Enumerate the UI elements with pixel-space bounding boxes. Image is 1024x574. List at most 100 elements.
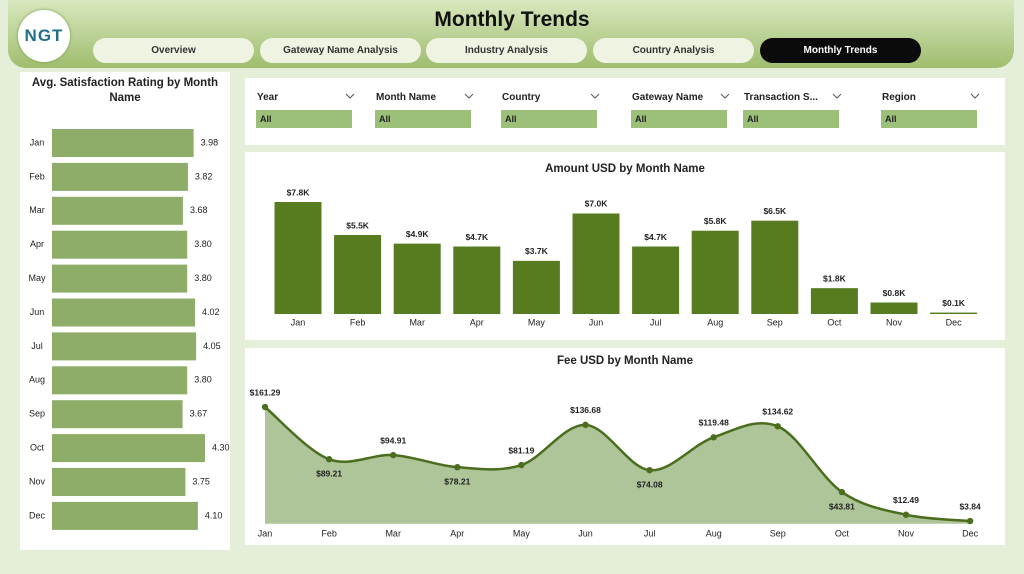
- data-label: $7.8K: [287, 187, 311, 197]
- data-label: $134.62: [762, 407, 793, 417]
- data-label: $7.0K: [585, 199, 609, 209]
- data-label: $5.8K: [704, 216, 728, 226]
- point: [774, 423, 781, 430]
- filter-dropdown[interactable]: All: [256, 110, 352, 128]
- data-label: 3.80: [194, 239, 212, 249]
- filter-label: Month Name: [376, 92, 436, 103]
- data-label: 4.30: [212, 442, 230, 452]
- filter-dropdown[interactable]: All: [881, 110, 977, 128]
- data-label: $0.1K: [942, 298, 966, 308]
- nav-tab[interactable]: Industry Analysis: [426, 38, 587, 63]
- point: [646, 466, 653, 474]
- nav-tab[interactable]: Overview: [93, 38, 254, 63]
- filter-dropdown[interactable]: All: [375, 110, 471, 128]
- chart-title: Avg. Satisfaction Rating by Month Name: [31, 77, 219, 104]
- bar: [52, 230, 188, 259]
- x-tick-label: Dec: [962, 528, 979, 538]
- filter-label: Gateway Name: [632, 92, 704, 103]
- x-tick-label: May: [528, 317, 546, 327]
- data-label: 3.68: [190, 205, 208, 215]
- y-tick-label: Apr: [30, 239, 44, 249]
- data-label: 3.75: [192, 476, 210, 486]
- point: [902, 511, 910, 518]
- data-label: $3.84: [959, 501, 981, 511]
- x-tick-label: Jul: [644, 528, 656, 538]
- point: [454, 463, 461, 471]
- point: [261, 403, 269, 411]
- y-tick-label: Sep: [29, 409, 45, 419]
- data-label: $74.08: [637, 479, 663, 489]
- bar: [274, 202, 322, 314]
- y-tick-label: Jun: [30, 307, 45, 317]
- bar: [52, 264, 188, 293]
- x-tick-label: Oct: [827, 317, 842, 327]
- data-label: $5.5K: [346, 220, 370, 230]
- y-tick-label: Dec: [29, 510, 46, 520]
- bar: [512, 260, 560, 314]
- data-label: $4.7K: [644, 232, 668, 242]
- point: [582, 421, 589, 429]
- data-label: $81.19: [508, 445, 534, 455]
- data-label: $161.29: [250, 387, 281, 397]
- data-label: $4.7K: [465, 232, 489, 242]
- nav-tab[interactable]: Country Analysis: [593, 38, 754, 63]
- bar: [393, 243, 441, 314]
- bar: [691, 230, 739, 314]
- y-tick-label: Jul: [31, 341, 43, 351]
- nav-tab[interactable]: Gateway Name Analysis: [260, 38, 421, 63]
- data-label: $119.48: [699, 418, 730, 428]
- chevron: [970, 93, 980, 99]
- x-tick-label: Apr: [450, 528, 464, 538]
- y-tick-label: Oct: [30, 442, 45, 452]
- x-tick-label: Dec: [946, 317, 963, 327]
- bar: [52, 400, 183, 429]
- x-tick-label: Mar: [385, 528, 401, 538]
- logo: NGT: [18, 10, 70, 62]
- data-label: 4.10: [205, 510, 223, 520]
- filter-dropdown[interactable]: All: [743, 110, 839, 128]
- filter-dropdown[interactable]: All: [501, 110, 597, 128]
- filter-label: Year: [257, 92, 279, 103]
- x-tick-label: Aug: [706, 528, 722, 538]
- data-label: $43.81: [829, 501, 855, 511]
- x-tick-label: Nov: [886, 317, 903, 327]
- x-tick-label: Sep: [770, 528, 786, 538]
- data-label: $136.68: [570, 405, 601, 415]
- bar: [572, 213, 620, 314]
- point: [390, 451, 397, 459]
- y-tick-label: May: [28, 273, 46, 283]
- data-label: $12.49: [893, 495, 919, 505]
- y-tick-label: Feb: [29, 171, 45, 181]
- chevron: [464, 93, 474, 99]
- data-label: $4.9K: [406, 229, 430, 239]
- x-tick-label: Aug: [707, 317, 723, 327]
- y-tick-label: Aug: [29, 375, 45, 385]
- x-tick-label: Feb: [350, 317, 366, 327]
- bar: [632, 246, 680, 314]
- filter-label: Country: [502, 92, 541, 103]
- data-label: $1.8K: [823, 273, 847, 283]
- filter-label: Transaction S...: [744, 92, 818, 103]
- x-tick-label: May: [513, 528, 531, 538]
- x-tick-label: Jan: [258, 528, 273, 538]
- bar: [810, 288, 858, 314]
- bar: [870, 302, 918, 314]
- x-tick-label: Jul: [650, 317, 662, 327]
- x-tick-label: Nov: [898, 528, 915, 538]
- area: [265, 407, 971, 524]
- data-label: 3.67: [190, 409, 208, 419]
- data-label: 3.80: [194, 375, 212, 385]
- bar: [52, 468, 186, 496]
- data-label: $89.21: [316, 468, 342, 478]
- filter-dropdown[interactable]: All: [631, 110, 727, 128]
- bar: [52, 129, 194, 157]
- bar: [52, 162, 188, 191]
- x-tick-label: Oct: [835, 528, 850, 538]
- chevron: [590, 93, 600, 99]
- chart-title: Amount USD by Month Name: [545, 163, 705, 175]
- nav-tab[interactable]: Monthly Trends: [760, 38, 921, 63]
- bar: [52, 434, 205, 463]
- y-tick-label: Jan: [30, 137, 45, 147]
- data-label: 3.82: [195, 171, 213, 181]
